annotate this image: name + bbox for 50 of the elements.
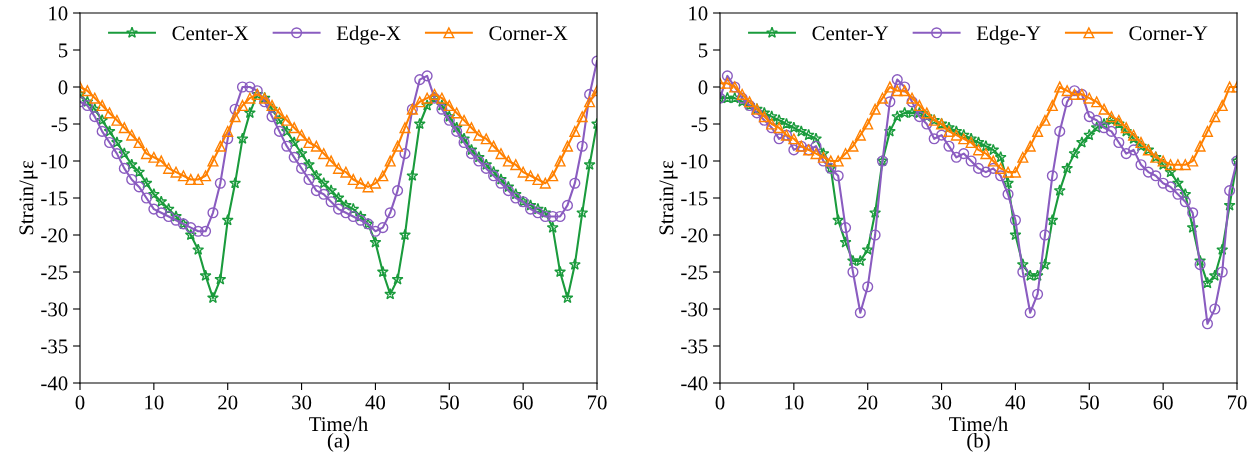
y-tick-label: -15: [41, 191, 68, 206]
y-tick-label: -15: [681, 191, 708, 206]
x-tick-label: 10: [785, 395, 804, 410]
x-axis-title: Time/h: [309, 416, 368, 432]
x-tick-label: 40: [1005, 395, 1026, 410]
y-tick-label: -10: [681, 154, 708, 169]
y-tick-label: -20: [681, 228, 708, 243]
x-tick-label: 60: [513, 395, 533, 410]
x-tick-label: 30: [932, 395, 952, 410]
y-tick-label: 10: [689, 6, 708, 21]
text: (b): [967, 432, 990, 452]
y-tick-label: -30: [681, 302, 708, 317]
legend-label: Corner-X: [489, 26, 568, 41]
y-tick-label: 5: [698, 43, 708, 58]
legend-label: Edge-Y: [976, 25, 1041, 45]
legend-label: Center-X: [172, 26, 249, 41]
y-tick-label: -35: [41, 339, 68, 354]
y-tick-label: 0: [698, 80, 708, 95]
x-axis-title: Time/h: [949, 416, 1008, 432]
x-tick-label: 40: [365, 395, 386, 410]
x-tick-label: 20: [218, 395, 238, 410]
x-tick-label: 50: [440, 395, 459, 410]
y-tick-label: -5: [51, 117, 68, 132]
x-tick-label: 60: [1153, 395, 1173, 410]
x-tick-label: 20: [858, 395, 878, 410]
y-axis-title: Strain/με: [19, 160, 38, 235]
legend-label: Center-Y: [812, 26, 889, 41]
y-tick-label: -5: [691, 117, 708, 132]
x-tick-label: 70: [1227, 395, 1247, 410]
text: (a): [327, 432, 350, 452]
x-tick-label: 0: [75, 395, 85, 410]
x-tick-label: 50: [1080, 395, 1099, 410]
y-tick-label: -10: [41, 154, 68, 169]
y-tick-label: -25: [41, 265, 68, 280]
y-tick-label: -20: [41, 228, 68, 243]
x-tick-label: 10: [145, 395, 164, 410]
x-tick-label: 30: [292, 395, 312, 410]
y-tick-label: -40: [681, 376, 708, 391]
y-tick-label: 10: [49, 6, 68, 21]
y-tick-label: -35: [681, 339, 708, 354]
legend-label: Edge-X: [336, 25, 401, 45]
y-axis-title: Strain/με: [659, 160, 678, 235]
x-tick-label: 70: [587, 395, 607, 410]
y-tick-label: -30: [41, 302, 68, 317]
legend-label: Corner-Y: [1129, 26, 1208, 41]
y-tick-label: 0: [58, 80, 68, 95]
y-tick-label: -25: [681, 265, 708, 280]
y-tick-label: 5: [58, 43, 68, 58]
x-tick-label: 0: [715, 395, 725, 410]
y-tick-label: -40: [41, 376, 68, 391]
